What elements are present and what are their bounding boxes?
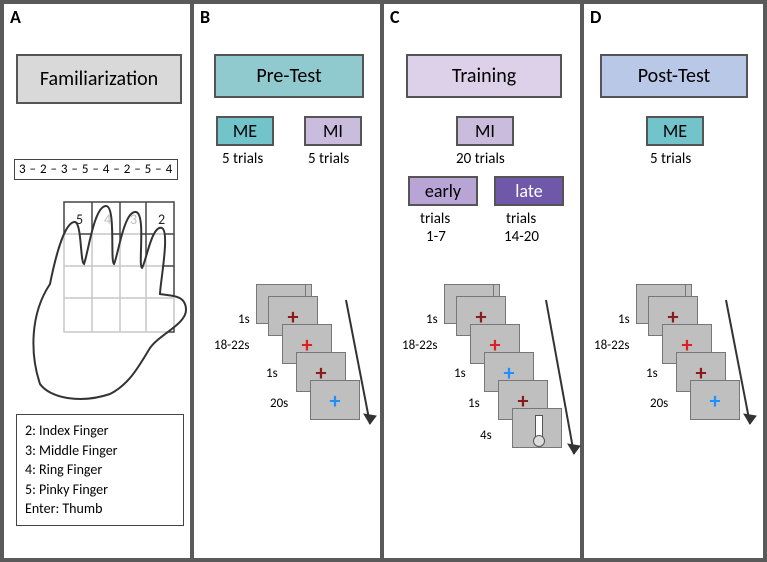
t-1s-b: 1s (266, 366, 278, 381)
mi-training-box: MI (456, 116, 514, 146)
posttest-label: Post-Test (638, 64, 711, 88)
t-20s: 20s (270, 396, 288, 411)
posttest-box: Post-Test (600, 54, 748, 98)
c-t3: 1s (454, 366, 466, 381)
me-caption: 5 trials (222, 150, 263, 168)
mi-box: MI (304, 116, 362, 146)
early-label: early (425, 180, 461, 202)
c-t5: 4s (480, 428, 492, 443)
familiarization-box: Familiarization (16, 54, 182, 104)
me-post-label: ME (663, 120, 687, 142)
me-box: ME (216, 116, 274, 146)
late-label: late (515, 180, 542, 202)
t-1s: 1s (238, 312, 250, 327)
mi-caption: 5 trials (308, 150, 349, 168)
mi-training-caption: 20 trials (456, 150, 505, 168)
legend-row: 2: Index Finger (25, 421, 175, 441)
sequence-box: 3 – 2 – 3 – 5 – 4 – 2 – 5 – 4 (14, 159, 178, 180)
familiarization-label: Familiarization (40, 67, 158, 91)
cascade-c: + + + + 1s 18-22s 1s 1s 4s (404, 284, 584, 544)
late-cap-a: trials (506, 210, 536, 228)
panel-a-label: A (10, 6, 21, 28)
training-label: Training (452, 64, 516, 88)
sequence-text: 3 – 2 – 3 – 5 – 4 – 2 – 5 – 4 (19, 162, 173, 177)
mi-training-label: MI (475, 120, 495, 142)
legend-row: 5: Pinky Finger (25, 480, 175, 500)
panel-a: A Familiarization 3 – 2 – 3 – 5 – 4 – 2 … (4, 4, 194, 558)
me-post-caption-text: 5 trials (650, 150, 691, 168)
me-post-caption: 5 trials (650, 150, 691, 168)
legend-row: Enter: Thumb (25, 499, 175, 519)
d-t1: 1s (618, 312, 630, 327)
mi-caption-text: 5 trials (308, 150, 349, 168)
c-t2: 18-22s (402, 338, 437, 353)
svg-text:2: 2 (158, 211, 165, 228)
legend-row: 4: Ring Finger (25, 460, 175, 480)
panel-b: B Pre-Test ME 5 trials MI 5 trials + + +… (194, 4, 384, 558)
late-box: late (494, 176, 564, 206)
panel-c: C Training MI 20 trials early trials 1-7… (384, 4, 584, 558)
panel-d: D Post-Test ME 5 trials + + + + 1s 18-22… (584, 4, 763, 558)
cascade-d: + + + + 1s 18-22s 1s 20s (596, 284, 766, 524)
mi-training-caption-text: 20 trials (456, 150, 505, 168)
early-cap-a: trials (420, 210, 450, 228)
training-box: Training (406, 54, 562, 98)
d-t2: 18-22s (594, 338, 629, 353)
early-cap-b: 1-7 (426, 228, 446, 246)
panel-d-label: D (590, 6, 601, 28)
me-caption-text: 5 trials (222, 150, 263, 168)
late-cap-b: 14-20 (504, 228, 539, 246)
c-t4: 1s (468, 396, 480, 411)
me-label: ME (233, 120, 257, 142)
finger-legend: 2: Index Finger 3: Middle Finger 4: Ring… (16, 414, 184, 526)
me-post-box: ME (646, 116, 704, 146)
d-t3: 1s (646, 366, 658, 381)
pretest-label: Pre-Test (256, 64, 321, 88)
mi-label: MI (323, 120, 343, 142)
t-18-22s: 18-22s (214, 338, 249, 353)
hand-keypad-illustration: 5 4 3 2 (10, 184, 188, 404)
experiment-figure: A Familiarization 3 – 2 – 3 – 5 – 4 – 2 … (0, 0, 767, 562)
cascade-b: + + + + 1s 18-22s 1s 20s (214, 284, 384, 524)
d-t4: 20s (650, 396, 668, 411)
c-t1: 1s (426, 312, 438, 327)
early-box: early (408, 176, 478, 206)
legend-row: 3: Middle Finger (25, 441, 175, 461)
panel-c-label: C (390, 6, 400, 28)
panel-b-label: B (200, 6, 210, 28)
pretest-box: Pre-Test (214, 54, 364, 98)
